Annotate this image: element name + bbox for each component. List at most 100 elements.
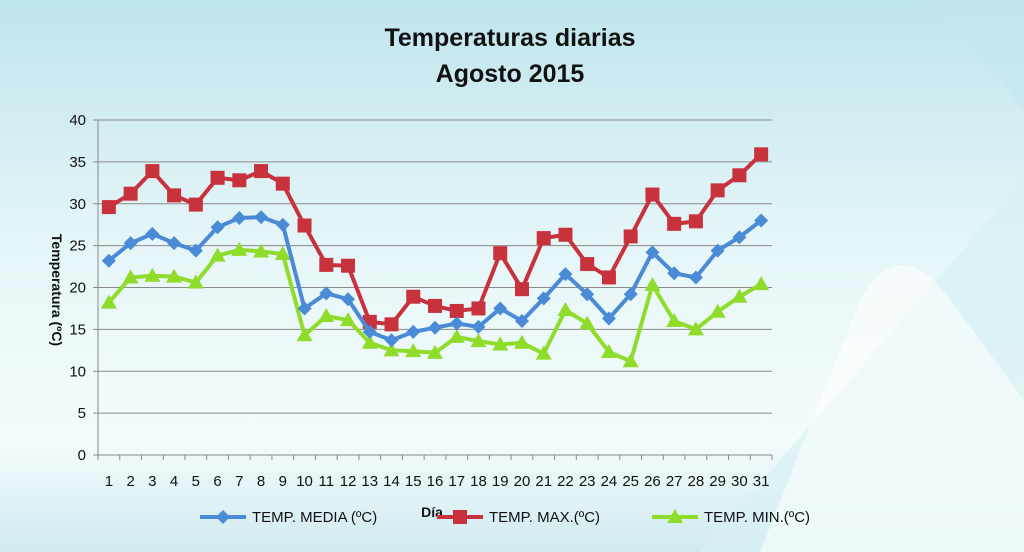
- data-point: [383, 342, 400, 357]
- data-point: [187, 274, 204, 289]
- x-tick-label: 16: [427, 473, 444, 490]
- data-point: [687, 321, 704, 336]
- data-point: [732, 230, 747, 245]
- data-point: [101, 253, 116, 268]
- data-point: [448, 328, 465, 343]
- x-tick-label: 27: [666, 473, 683, 490]
- data-point: [341, 292, 356, 307]
- data-point: [145, 164, 160, 179]
- data-point: [274, 246, 291, 260]
- legend-marker: [667, 509, 683, 523]
- x-tick-label: 28: [688, 473, 705, 490]
- data-point: [123, 186, 138, 201]
- legend-item[interactable]: TEMP. MAX.(ºC): [437, 509, 600, 526]
- data-point: [296, 327, 313, 342]
- data-point: [318, 307, 335, 322]
- data-point: [275, 176, 290, 191]
- data-point: [471, 301, 486, 316]
- legend-label: TEMP. MIN.(ºC): [704, 509, 810, 526]
- data-point: [470, 333, 487, 348]
- x-tick-label: 12: [340, 473, 357, 490]
- data-point: [580, 287, 595, 302]
- data-point: [601, 270, 616, 285]
- data-point: [253, 243, 270, 258]
- data-point: [513, 334, 530, 349]
- data-point: [144, 267, 161, 282]
- x-tick-labels: 1 2 3 4 5 6 7 8 9 10 11 12 13 14 15 16 17 18 19 20 21 22 23 24 2…: [105, 473, 770, 490]
- data-point: [449, 303, 464, 318]
- x-tick-label: 21: [535, 473, 552, 490]
- data-point: [167, 236, 182, 251]
- data-point: [384, 317, 399, 332]
- data-point: [754, 213, 769, 228]
- chart-title-group: Temperaturas diarias Agosto 2015: [384, 24, 635, 88]
- data-point: [536, 291, 551, 306]
- legend-label: TEMP. MEDIA (ºC): [252, 509, 377, 526]
- x-tick-label: 22: [557, 473, 574, 490]
- data-point: [754, 147, 769, 162]
- legend-item[interactable]: TEMP. MEDIA (ºC): [200, 509, 377, 526]
- data-point: [406, 289, 421, 304]
- data-point: [341, 258, 356, 273]
- data-point: [623, 287, 638, 302]
- x-tick-label: 31: [753, 473, 770, 490]
- data-point: [536, 231, 551, 246]
- data-point: [100, 294, 117, 309]
- data-point: [297, 218, 312, 233]
- data-point: [231, 241, 248, 256]
- x-tick-label: 19: [492, 473, 509, 490]
- data-point: [123, 236, 138, 251]
- legend-marker: [216, 510, 230, 524]
- y-tick-label: 5: [78, 405, 86, 422]
- x-tick-label: 26: [644, 473, 661, 490]
- y-tick-label: 35: [69, 154, 86, 171]
- chart-title: Temperaturas diarias: [384, 24, 635, 52]
- legend: TEMP. MEDIA (ºC) TEMP. MAX.(ºC) TEMP. MIN.…: [200, 509, 810, 526]
- x-tick-label: 1: [105, 473, 113, 490]
- data-point: [709, 303, 726, 318]
- data-point: [122, 269, 139, 284]
- data-point: [645, 187, 660, 202]
- data-point: [166, 268, 183, 283]
- data-point: [428, 298, 442, 313]
- y-tick-label: 15: [69, 321, 86, 338]
- data-point: [297, 301, 312, 316]
- x-tick-label: 7: [235, 473, 243, 490]
- data-point: [209, 247, 226, 262]
- data-point: [580, 257, 595, 272]
- x-tick-label: 23: [579, 473, 596, 490]
- x-tick-label: 3: [148, 473, 156, 490]
- data-point: [710, 183, 725, 198]
- data-point: [645, 245, 660, 260]
- data-point: [622, 353, 639, 368]
- x-tick-label: 10: [296, 473, 313, 490]
- data-point: [600, 343, 617, 358]
- data-point: [514, 314, 529, 328]
- y-tick-label: 20: [69, 280, 86, 297]
- data-point: [210, 220, 225, 235]
- y-axis-label: Temperatura (ºC): [49, 234, 65, 346]
- data-point: [731, 288, 748, 303]
- data-point: [427, 344, 443, 359]
- data-point: [319, 257, 334, 272]
- y-tick-label: 0: [78, 447, 86, 464]
- data-point: [362, 324, 377, 339]
- data-point: [732, 168, 747, 183]
- series-lines: [100, 147, 770, 368]
- data-point: [493, 246, 508, 261]
- data-point: [210, 170, 225, 185]
- data-point: [319, 286, 334, 301]
- data-point: [623, 229, 638, 244]
- data-point: [710, 243, 725, 258]
- legend-item[interactable]: TEMP. MIN.(ºC): [652, 509, 810, 526]
- data-point: [688, 214, 703, 229]
- series-diamond: [101, 210, 769, 348]
- y-tick-labels: 0 5 10 15 20 25 30 35 40: [69, 112, 86, 464]
- data-point: [557, 302, 574, 317]
- x-tick-label: 2: [126, 473, 134, 490]
- x-tick-label: 5: [192, 473, 200, 490]
- x-tick-label: 14: [383, 473, 400, 490]
- data-point: [232, 173, 247, 188]
